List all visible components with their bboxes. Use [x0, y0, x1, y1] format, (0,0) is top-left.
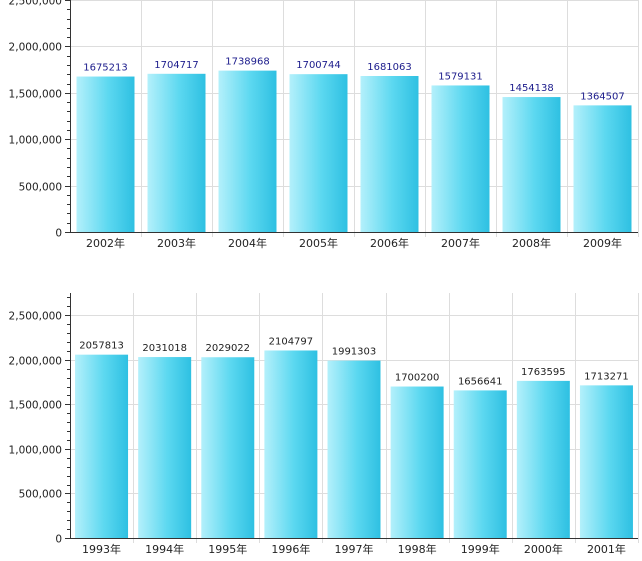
- x-tick-label: 1999年: [461, 542, 500, 556]
- y-tick-label: 500,000: [19, 182, 62, 194]
- y-tick-label: 0: [55, 534, 62, 546]
- y-tick-label: 0: [55, 228, 62, 240]
- x-tick-label: 1997年: [335, 542, 374, 556]
- bar-2004年: [218, 70, 277, 232]
- x-tick-label: 2005年: [299, 236, 338, 250]
- data-label: 1738968: [225, 57, 270, 68]
- bar-1993年: [75, 354, 129, 538]
- chart-2: 0 500,000 1,000,000 1,500,000 2,000,000 2,500…: [9, 293, 639, 556]
- x-tick-label: 1993年: [82, 542, 121, 556]
- x-tick-label: 2003年: [157, 236, 196, 250]
- y-tick-label: 2,500,000: [9, 311, 62, 323]
- bar-2006年: [360, 75, 419, 233]
- x-tick-label: 2009年: [583, 236, 622, 250]
- bar-1999年: [453, 390, 507, 538]
- y-tick-label: 1,500,000: [9, 89, 62, 101]
- bar-1997年: [327, 360, 381, 538]
- data-label: 2029022: [206, 343, 251, 354]
- bar-1996年: [264, 350, 318, 538]
- x-tick-label: 2007年: [441, 236, 480, 250]
- y-tick-label: 500,000: [19, 489, 62, 501]
- data-label: 2104797: [269, 336, 314, 347]
- x-tick-label: 2001年: [587, 542, 626, 556]
- y-tick-label: 2,500,000: [9, 0, 62, 8]
- bar-1994年: [138, 357, 192, 538]
- data-label: 1681063: [367, 62, 412, 73]
- x-tick-label: 2002年: [86, 236, 125, 250]
- data-label: 1763595: [521, 367, 566, 378]
- x-tick-label: 1996年: [271, 542, 310, 556]
- data-label: 1713271: [584, 371, 629, 382]
- bar-2003年: [147, 73, 206, 232]
- chart-1: 0 500,000 1,000,000 1,500,000 2,000,000 2,500…: [9, 0, 639, 250]
- data-label: 2057813: [79, 341, 124, 352]
- x-tick-label: 2008年: [512, 236, 551, 250]
- bar-2008年: [502, 97, 561, 232]
- bar-1995年: [201, 357, 255, 538]
- data-label: 1991303: [332, 347, 377, 358]
- data-label: 1700744: [296, 60, 341, 71]
- y-tick-label: 1,500,000: [9, 400, 62, 412]
- data-label: 1454138: [509, 83, 554, 94]
- bar-2002年: [76, 76, 135, 233]
- x-tick-label: 1995年: [208, 542, 247, 556]
- data-label: 1675213: [83, 63, 128, 74]
- x-tick-label: 1994年: [145, 542, 184, 556]
- data-label: 2031018: [142, 343, 187, 354]
- bar-2009年: [573, 105, 632, 232]
- bar-2000年: [516, 380, 570, 538]
- data-label: 1704717: [154, 60, 199, 71]
- x-tick-label: 2000年: [524, 542, 563, 556]
- y-tick-label: 1,000,000: [9, 445, 62, 457]
- x-tick-label: 1998年: [398, 542, 437, 556]
- data-label: 1579131: [438, 71, 483, 82]
- bar-2007年: [431, 85, 490, 233]
- x-tick-label: 2006年: [370, 236, 409, 250]
- bar-1998年: [390, 386, 444, 538]
- data-label: 1656641: [458, 376, 503, 387]
- x-tick-label: 2004年: [228, 236, 267, 250]
- y-tick-label: 2,000,000: [9, 356, 62, 368]
- y-tick-label: 1,000,000: [9, 135, 62, 147]
- y-tick-label: 2,000,000: [9, 42, 62, 54]
- bar-2005年: [289, 74, 348, 232]
- data-label: 1364507: [580, 91, 625, 102]
- bar-2001年: [579, 385, 633, 538]
- data-label: 1700200: [395, 373, 440, 384]
